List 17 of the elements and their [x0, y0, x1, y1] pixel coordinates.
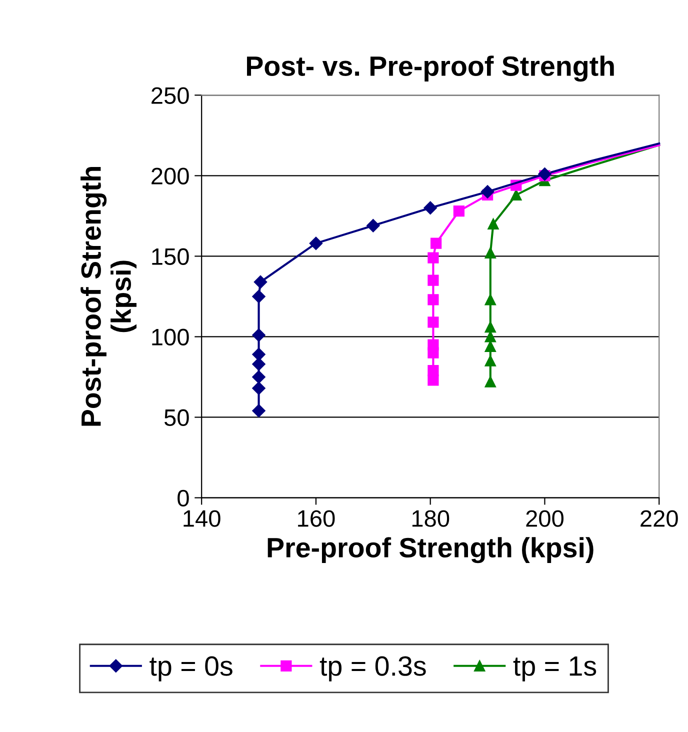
y-axis-title: Post-proof Strength (kpsi) — [80, 167, 136, 426]
y-tick-label: 0 — [178, 490, 189, 507]
x-tick-label: 140 — [184, 510, 220, 527]
y-tick-label: 150 — [152, 248, 189, 265]
y-tick-label: 250 — [152, 87, 189, 104]
x-tick-label: 200 — [526, 510, 564, 527]
legend-label: tp = 1s — [513, 656, 596, 682]
chart-title: Post- vs. Pre-proof Strength — [247, 56, 614, 82]
x-axis-title: Pre-proof Strength (kpsi) — [268, 537, 594, 564]
x-tick-label: 180 — [412, 510, 450, 527]
legend-label: tp = 0s — [150, 656, 232, 682]
y-tick-label: 100 — [152, 328, 189, 346]
x-tick-label: 160 — [298, 510, 335, 527]
legend-label: tp = 0.3s — [320, 656, 426, 682]
y-tick-label: 200 — [152, 168, 189, 184]
x-tick-label: 220 — [640, 510, 678, 527]
y-tick-label: 50 — [164, 409, 189, 426]
